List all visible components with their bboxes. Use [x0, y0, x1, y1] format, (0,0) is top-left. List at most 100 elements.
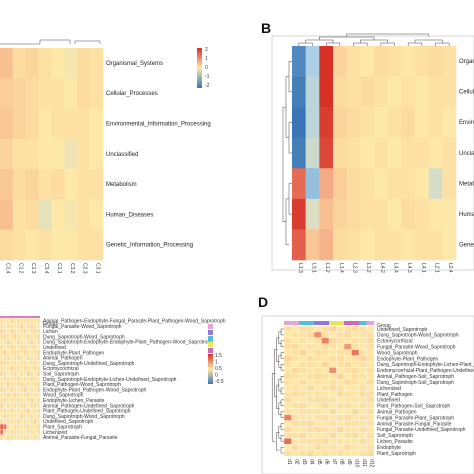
heatmap-cell — [19, 381, 24, 388]
heatmap-cell — [16, 376, 21, 383]
heatmap-cell — [26, 333, 31, 340]
heatmap-cell — [29, 354, 34, 361]
dendrogram-branch — [276, 432, 280, 451]
heatmap-cell — [328, 420, 338, 427]
heatmap-cell — [321, 390, 330, 398]
heatmap-cell — [351, 355, 360, 362]
heatmap-cell — [358, 378, 368, 386]
heatmap-cell — [9, 328, 14, 335]
heatmap-cell — [351, 426, 360, 433]
heatmap-cell — [313, 331, 323, 339]
heatmap-cell — [358, 384, 368, 392]
heatmap-cell — [343, 331, 353, 339]
heatmap-cell — [23, 328, 28, 335]
row-label: Plant_Saprotroph — [377, 451, 416, 457]
heatmap-cell — [305, 229, 320, 261]
column-label: d6 — [323, 459, 329, 465]
heatmap-cell — [291, 373, 300, 380]
row-label: Metab — [459, 181, 474, 187]
heatmap-cell — [29, 407, 34, 414]
heatmap-cell — [306, 396, 315, 404]
heatmap-cell — [319, 229, 334, 261]
heatmap-cell — [16, 360, 21, 367]
heatmap-cell — [26, 413, 31, 420]
row-label: Animal_Pathogen — [43, 356, 83, 362]
heatmap-cell — [33, 328, 38, 335]
heatmap-cell — [33, 333, 38, 340]
heatmap-cell — [298, 414, 308, 422]
heatmap-cell — [19, 423, 24, 430]
row-label: Ectomycorrhizal — [43, 366, 79, 372]
heatmap-cell — [13, 423, 18, 430]
heatmap-cell — [298, 390, 308, 398]
row-label: Animal_Pathogen-Soil_Saprotroph — [377, 374, 454, 380]
row-label: Undefined — [377, 398, 400, 404]
heatmap-cell — [346, 137, 361, 169]
heatmap-cell — [306, 443, 315, 451]
heatmap-cell — [366, 390, 375, 398]
heatmap-cell — [19, 418, 24, 425]
heatmap-cell — [283, 432, 293, 439]
dendrogram-branch — [407, 42, 423, 46]
column-label: d9 — [346, 459, 352, 465]
heatmap-cell — [415, 137, 429, 169]
heatmap-cell — [351, 396, 360, 404]
heatmap-cell — [36, 344, 41, 351]
heatmap-cell — [366, 331, 375, 339]
heatmap-cell — [346, 76, 361, 108]
heatmap-cell — [306, 402, 315, 410]
heatmap-cell — [3, 397, 8, 404]
legend-title: Group — [43, 321, 57, 327]
heatmap-cell — [374, 46, 388, 77]
heatmap-cell — [16, 317, 21, 324]
heatmap-cell — [328, 373, 338, 380]
heatmap-cell — [6, 323, 11, 330]
heatmap-cell — [291, 361, 300, 368]
heatmap-cell — [9, 339, 14, 346]
heatmap-cell — [351, 402, 360, 410]
dendrogram-branch — [305, 39, 334, 43]
heatmap-cell — [33, 360, 38, 367]
dendrogram-branch — [0, 39, 71, 45]
heatmap-cell — [16, 381, 21, 388]
heatmap-cell — [90, 138, 104, 170]
row-label: Plant_Pathogen-Undefined_Saprotroph — [43, 409, 131, 415]
heatmap-cell — [26, 328, 31, 335]
heatmap-cell — [415, 46, 429, 77]
heatmap-cell — [336, 420, 345, 427]
heatmap-cell — [23, 381, 28, 388]
heatmap-cell — [0, 328, 4, 335]
heatmap-cell — [415, 76, 429, 108]
heatmap-cell — [9, 354, 14, 361]
row-label: Plant_Saprotroph — [43, 425, 82, 431]
heatmap-cell — [0, 78, 14, 109]
heatmap-cell — [16, 402, 21, 409]
heatmap-cell — [366, 361, 375, 368]
heatmap-cell — [90, 48, 104, 79]
heatmap-cell — [6, 434, 11, 441]
heatmap-cell — [9, 365, 14, 372]
heatmap-cell — [51, 229, 65, 261]
heatmap-cell — [442, 229, 457, 261]
heatmap-cell — [321, 367, 330, 374]
heatmap-cell — [3, 323, 8, 330]
group-legend-swatch — [208, 348, 213, 353]
heatmap-cell — [19, 333, 24, 340]
heatmap-cell — [25, 78, 39, 109]
group-annotation-bar — [336, 321, 345, 325]
heatmap-cell — [305, 107, 320, 139]
heatmap-cell — [366, 367, 375, 374]
heatmap-cell — [0, 349, 4, 356]
heatmap-cell — [16, 333, 21, 340]
heatmap-cell — [358, 343, 368, 351]
heatmap-cell — [346, 198, 361, 230]
heatmap-cell — [13, 317, 18, 324]
heatmap-cell — [415, 198, 429, 230]
heatmap-cell — [36, 370, 41, 377]
heatmap-cell — [6, 365, 11, 372]
heatmap-cell — [336, 390, 345, 398]
heatmap-cell — [428, 198, 443, 230]
heatmap-cell — [38, 108, 52, 140]
heatmap-cell — [51, 138, 65, 170]
